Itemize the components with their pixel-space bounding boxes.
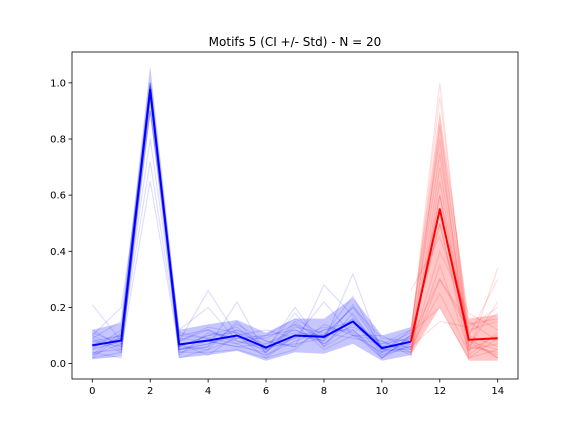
trace-line-red-7 bbox=[410, 267, 499, 354]
x-tick-label: 8 bbox=[321, 386, 327, 397]
trace-line-blue-14 bbox=[92, 138, 412, 354]
trace-line-red-4 bbox=[410, 223, 499, 349]
x-tick-label: 2 bbox=[147, 386, 153, 397]
x-tick-label: 14 bbox=[491, 386, 504, 397]
y-tick-label: 0.2 bbox=[50, 303, 66, 314]
y-axis-ticks: 0.0 0.2 0.4 0.6 0.8 1.0 bbox=[50, 78, 72, 370]
x-tick-label: 10 bbox=[376, 386, 389, 397]
trace-line-red-18 bbox=[410, 278, 498, 339]
trace-line-red-0 bbox=[410, 82, 498, 351]
trace-line-blue-6 bbox=[92, 110, 411, 353]
trace-line-red-9 bbox=[410, 249, 499, 350]
y-tick-label: 0.0 bbox=[50, 359, 66, 370]
y-tick-label: 0.6 bbox=[50, 191, 66, 202]
x-axis-ticks: 0 2 4 6 8 10 12 14 bbox=[89, 379, 504, 397]
y-tick-label: 0.8 bbox=[50, 135, 66, 146]
plot-area bbox=[91, 66, 499, 361]
ci-band-red bbox=[410, 110, 498, 361]
trace-line-red-17 bbox=[410, 124, 498, 356]
trace-line-red-15 bbox=[410, 306, 499, 348]
trace-line-red-3 bbox=[410, 277, 498, 353]
trace-line-red-11 bbox=[410, 306, 499, 359]
x-tick-label: 4 bbox=[205, 386, 211, 397]
trace-line-blue-12 bbox=[91, 110, 412, 356]
trace-line-blue-11 bbox=[92, 161, 411, 351]
trace-line-red-5 bbox=[410, 166, 499, 359]
trace-line-red-8 bbox=[410, 96, 498, 348]
mean-line-red bbox=[409, 208, 498, 342]
chart-title: Motifs 5 (CI +/- Std) - N = 20 bbox=[209, 35, 382, 49]
x-tick-label: 0 bbox=[89, 386, 95, 397]
trace-line-red-2 bbox=[410, 138, 498, 359]
x-tick-label: 12 bbox=[433, 386, 446, 397]
axes-frame bbox=[71, 51, 519, 380]
trace-line-red-6 bbox=[410, 235, 499, 342]
trace-line-red-14 bbox=[410, 152, 499, 359]
y-tick-label: 0.4 bbox=[50, 247, 66, 258]
x-tick-label: 6 bbox=[263, 386, 269, 397]
trace-line-red-10 bbox=[410, 181, 498, 359]
mean-line-blue bbox=[92, 88, 412, 350]
y-tick-label: 1.0 bbox=[50, 78, 66, 89]
mean-lines bbox=[92, 88, 498, 350]
trace-line-red-13 bbox=[410, 263, 498, 353]
